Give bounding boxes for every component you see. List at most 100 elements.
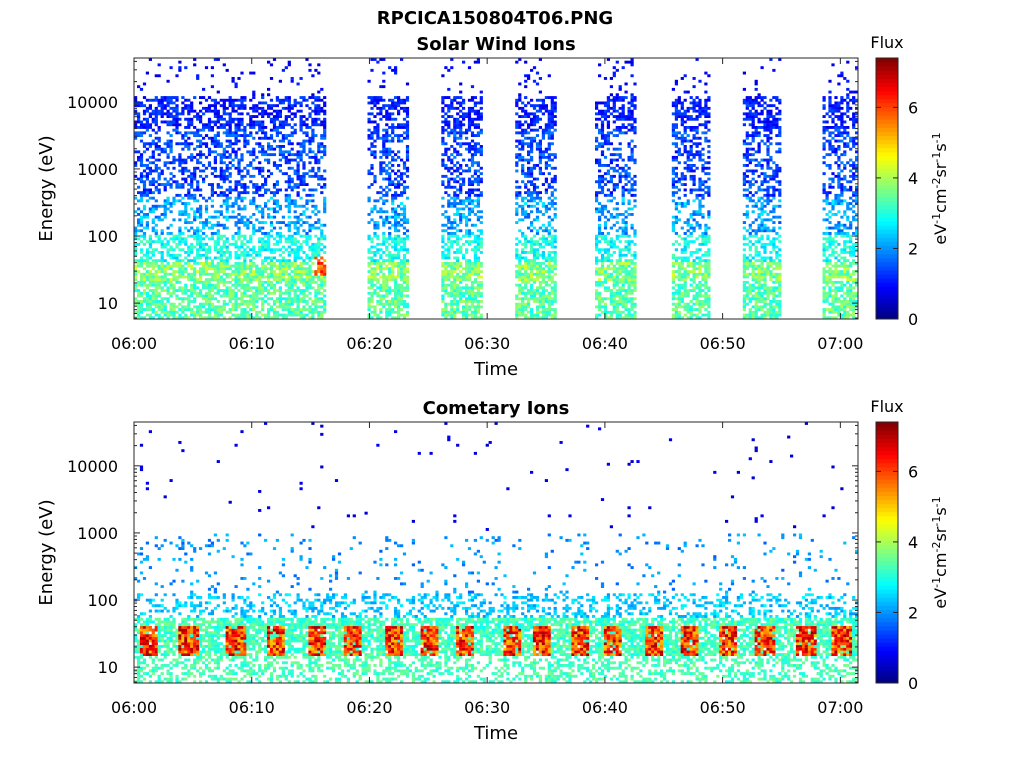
heatmap-cell bbox=[196, 234, 200, 238]
heatmap-cell bbox=[169, 210, 173, 214]
heatmap-cell bbox=[453, 310, 457, 314]
heatmap-cell bbox=[169, 112, 173, 116]
heatmap-cell bbox=[137, 150, 141, 154]
heatmap-cell bbox=[370, 218, 374, 222]
heatmap-cell bbox=[299, 245, 303, 249]
heatmap-cell bbox=[598, 291, 602, 295]
heatmap-cell bbox=[530, 112, 534, 116]
heatmap-cell bbox=[178, 199, 182, 203]
heatmap-cell bbox=[199, 169, 203, 173]
heatmap-cell bbox=[264, 204, 268, 208]
heatmap-cell bbox=[515, 131, 519, 135]
heatmap-cell bbox=[299, 223, 303, 227]
heatmap-cell bbox=[314, 291, 318, 295]
heatmap-cell bbox=[402, 164, 407, 167]
heatmap-cell bbox=[234, 316, 238, 319]
heatmap-cell bbox=[237, 237, 241, 241]
heatmap-cell bbox=[453, 106, 457, 110]
heatmap-cell bbox=[184, 204, 188, 208]
heatmap-cell bbox=[281, 215, 285, 219]
heatmap-cell bbox=[202, 153, 206, 157]
heatmap-cell bbox=[264, 177, 268, 181]
heatmap-cell bbox=[293, 115, 297, 118]
heatmap-cell bbox=[532, 104, 537, 108]
heatmap-cell bbox=[293, 210, 297, 214]
heatmap-cell bbox=[308, 193, 312, 197]
heatmap-cell bbox=[308, 234, 312, 238]
heatmap-cell bbox=[258, 316, 262, 319]
heatmap-cell bbox=[190, 155, 194, 159]
heatmap-cell bbox=[405, 289, 410, 292]
heatmap-cell bbox=[302, 174, 306, 178]
heatmap-cell bbox=[278, 131, 282, 135]
heatmap-cell bbox=[240, 169, 244, 173]
heatmap-cell bbox=[207, 120, 212, 124]
heatmap-cell bbox=[323, 126, 327, 129]
heatmap-cell bbox=[216, 153, 220, 157]
heatmap-cell bbox=[518, 123, 522, 127]
heatmap-cell bbox=[515, 185, 519, 189]
heatmap-cell bbox=[258, 272, 262, 276]
heatmap-cell bbox=[524, 183, 528, 186]
heatmap-cell bbox=[308, 199, 312, 203]
heatmap-cell bbox=[234, 126, 238, 129]
heatmap-cell bbox=[204, 221, 209, 224]
heatmap-cell bbox=[397, 308, 401, 311]
heatmap-cell bbox=[184, 221, 188, 224]
heatmap-cell bbox=[204, 300, 209, 303]
heatmap-cell bbox=[530, 123, 534, 127]
heatmap-cell bbox=[447, 115, 451, 118]
heatmap-cell bbox=[204, 283, 209, 287]
heatmap-cell bbox=[462, 278, 466, 282]
heatmap-cell bbox=[275, 188, 279, 192]
heatmap-cell bbox=[204, 126, 209, 129]
heatmap-cell bbox=[210, 267, 214, 271]
heatmap-cell bbox=[515, 302, 519, 306]
heatmap-cell bbox=[532, 251, 537, 254]
heatmap-cell bbox=[160, 251, 164, 254]
heatmap-cell bbox=[154, 313, 158, 317]
heatmap-cell bbox=[465, 283, 469, 287]
heatmap-cell bbox=[255, 104, 259, 108]
heatmap-cell bbox=[382, 71, 386, 75]
heatmap-cell bbox=[405, 278, 410, 282]
heatmap-cell bbox=[287, 229, 291, 233]
heatmap-cell bbox=[397, 240, 401, 244]
heatmap-cell bbox=[405, 96, 410, 99]
heatmap-cell bbox=[388, 313, 392, 317]
heatmap-cell bbox=[275, 166, 279, 170]
heatmap-cell bbox=[296, 191, 300, 195]
heatmap-cell bbox=[181, 177, 185, 181]
heatmap-cell bbox=[272, 126, 277, 129]
heatmap-cell bbox=[225, 294, 229, 298]
heatmap-cell bbox=[145, 109, 149, 113]
heatmap-cell bbox=[255, 313, 259, 317]
heatmap-cell bbox=[210, 183, 214, 186]
heatmap-cell bbox=[293, 259, 297, 263]
heatmap-cell bbox=[196, 166, 200, 170]
heatmap-cell bbox=[243, 270, 247, 273]
heatmap-cell bbox=[269, 134, 274, 137]
heatmap-cell bbox=[465, 164, 469, 167]
heatmap-cell bbox=[317, 109, 321, 113]
heatmap-cell bbox=[139, 101, 144, 105]
heatmap-cell bbox=[204, 302, 209, 306]
heatmap-cell bbox=[553, 316, 557, 319]
heatmap-cell bbox=[148, 169, 152, 173]
heatmap-cell bbox=[311, 188, 315, 192]
heatmap-cell bbox=[207, 302, 212, 306]
heatmap-cell bbox=[234, 185, 238, 189]
heatmap-cell bbox=[530, 150, 534, 154]
heatmap-cell bbox=[275, 242, 279, 246]
heatmap-cell bbox=[281, 153, 285, 157]
heatmap-cell bbox=[151, 180, 155, 184]
heatmap-cell bbox=[521, 308, 525, 311]
heatmap-cell bbox=[376, 136, 380, 140]
heatmap-cell bbox=[308, 169, 312, 173]
heatmap-cell bbox=[476, 188, 480, 192]
heatmap-cell bbox=[237, 218, 241, 222]
heatmap-cell bbox=[249, 253, 253, 257]
heatmap-cell bbox=[243, 188, 247, 192]
heatmap-cell bbox=[199, 221, 203, 224]
heatmap-cell bbox=[202, 112, 206, 116]
